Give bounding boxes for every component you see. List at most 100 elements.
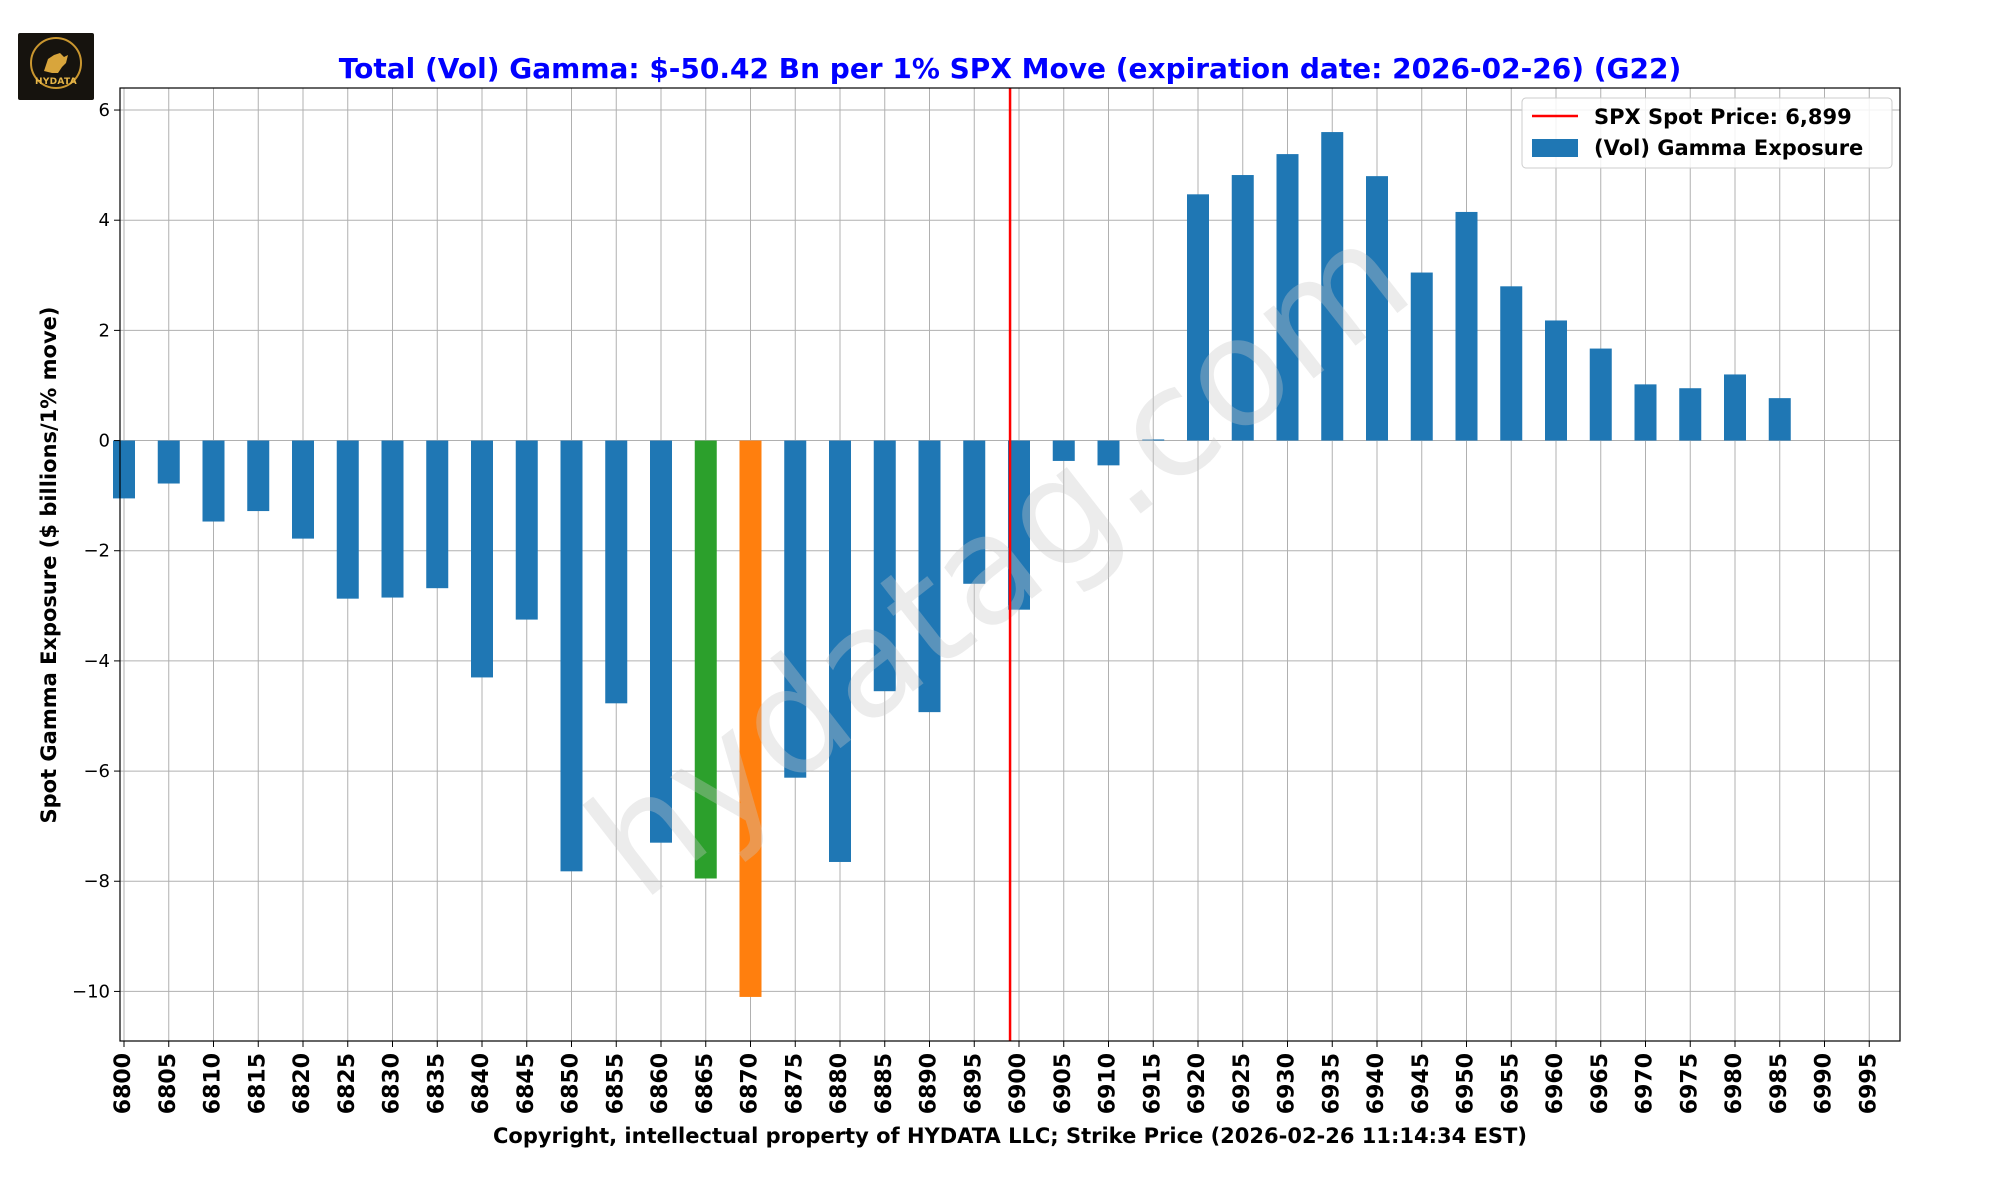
x-tick-label: 6995 xyxy=(1856,1053,1881,1114)
legend-series-label: (Vol) Gamma Exposure xyxy=(1594,136,1863,160)
x-tick-label: 6895 xyxy=(961,1053,986,1114)
bar-6845 xyxy=(515,440,538,620)
y-tick-label: −10 xyxy=(72,981,110,1002)
x-tick-label: 6800 xyxy=(111,1053,136,1114)
y-tick-label: −8 xyxy=(83,871,110,892)
x-tick-label: 6890 xyxy=(917,1053,942,1114)
y-tick-label: 6 xyxy=(99,100,110,121)
x-tick-label: 6965 xyxy=(1588,1053,1613,1114)
bar-6975 xyxy=(1679,388,1702,441)
x-tick-label: 6830 xyxy=(380,1053,405,1114)
x-tick-label: 6955 xyxy=(1498,1053,1523,1114)
y-axis-label: Spot Gamma Exposure ($ billions/1% move) xyxy=(37,307,61,824)
x-tick-label: 6905 xyxy=(1051,1053,1076,1114)
bar-6865 xyxy=(694,440,717,879)
bar-6955 xyxy=(1500,286,1523,441)
bar-6825 xyxy=(336,440,359,599)
bar-6860 xyxy=(650,440,672,843)
x-tick-label: 6915 xyxy=(1140,1053,1165,1114)
x-tick-label: 6855 xyxy=(603,1053,628,1114)
x-tick-label: 6845 xyxy=(514,1053,539,1114)
x-tick-label: 6880 xyxy=(827,1053,852,1114)
x-tick-label: 6840 xyxy=(469,1053,494,1114)
bar-6985 xyxy=(1768,398,1791,441)
hydata-logo: HYDATA xyxy=(18,33,94,100)
legend-series-swatch xyxy=(1532,139,1578,157)
bar-6920 xyxy=(1187,194,1209,441)
x-tick-label: 6930 xyxy=(1275,1053,1300,1114)
y-tick-label: 0 xyxy=(99,431,110,452)
x-tick-label: 6910 xyxy=(1096,1053,1121,1114)
x-tick-label: 6825 xyxy=(335,1053,360,1114)
x-tick-label: 6835 xyxy=(424,1053,449,1114)
y-tick-label: 2 xyxy=(99,320,110,341)
x-tick-label: 6985 xyxy=(1767,1053,1792,1114)
bar-6945 xyxy=(1410,272,1433,441)
bar-6935 xyxy=(1321,132,1344,441)
x-tick-label: 6960 xyxy=(1543,1053,1568,1114)
x-tick-label: 6940 xyxy=(1364,1053,1389,1114)
y-tick-label: −4 xyxy=(83,651,110,672)
x-tick-label: 6870 xyxy=(738,1053,763,1114)
x-axis: 6800 6805 6810 6815 6820 6825 6830 6835 6840 6845… xyxy=(111,1041,1881,1114)
x-tick-label: 6935 xyxy=(1319,1053,1344,1114)
x-tick-label: 6820 xyxy=(290,1053,315,1114)
bar-6855 xyxy=(605,440,628,704)
bar-6915 xyxy=(1142,439,1165,441)
x-tick-label: 6885 xyxy=(872,1053,897,1114)
bar-6835 xyxy=(426,440,449,589)
bar-6870 xyxy=(739,440,762,997)
bar-6840 xyxy=(471,440,493,678)
legend: SPX Spot Price: 6,899 (Vol) Gamma Exposu… xyxy=(1521,97,1893,169)
bar-6885 xyxy=(873,440,896,692)
x-tick-label: 6975 xyxy=(1677,1053,1702,1114)
bar-6930 xyxy=(1276,154,1299,441)
x-tick-label: 6875 xyxy=(782,1053,807,1114)
bar-6890 xyxy=(918,440,941,713)
watermark: hydatag.com xyxy=(557,188,1440,932)
logo-text: HYDATA xyxy=(35,77,77,87)
bar-6850 xyxy=(560,440,583,872)
bar-6805 xyxy=(157,440,180,484)
bar-6940 xyxy=(1366,176,1388,441)
y-tick-label: 4 xyxy=(99,210,110,231)
x-tick-label: 6970 xyxy=(1633,1053,1658,1114)
x-tick-label: 6865 xyxy=(693,1053,718,1114)
x-axis-label: Copyright, intellectual property of HYDA… xyxy=(493,1124,1527,1148)
x-tick-label: 6920 xyxy=(1185,1053,1210,1114)
bar-6965 xyxy=(1589,348,1612,441)
bar-6895 xyxy=(963,440,986,584)
bar-6910 xyxy=(1097,440,1120,466)
x-tick-label: 6900 xyxy=(1006,1053,1031,1114)
bar-6970 xyxy=(1634,384,1657,441)
bar-6815 xyxy=(247,440,270,512)
plot-frame xyxy=(119,87,1901,1042)
y-tick-label: −6 xyxy=(83,761,110,782)
x-tick-label: 6980 xyxy=(1722,1053,1747,1114)
legend-box xyxy=(1521,97,1893,169)
bar-6950 xyxy=(1455,211,1478,441)
x-tick-label: 6990 xyxy=(1812,1053,1837,1114)
x-tick-label: 6815 xyxy=(245,1053,270,1114)
bar-6980 xyxy=(1724,374,1746,441)
x-tick-label: 6925 xyxy=(1230,1053,1255,1114)
bar-6925 xyxy=(1231,175,1254,441)
bar-6905 xyxy=(1052,440,1075,461)
bar-6830 xyxy=(381,440,404,598)
bar-6900 xyxy=(1008,440,1030,610)
legend-spot-label: SPX Spot Price: 6,899 xyxy=(1594,105,1852,129)
x-tick-label: 6950 xyxy=(1454,1053,1479,1114)
x-tick-label: 6805 xyxy=(156,1053,181,1114)
y-tick-label: −2 xyxy=(83,541,110,562)
logo-emblem-icon xyxy=(30,37,82,89)
bars xyxy=(113,132,1791,997)
bar-6800 xyxy=(113,440,135,499)
bar-6820 xyxy=(292,440,314,539)
chart-title: Total (Vol) Gamma: $-50.42 Bn per 1% SPX… xyxy=(339,52,1682,85)
x-tick-label: 6945 xyxy=(1409,1053,1434,1114)
bar-6880 xyxy=(829,440,851,862)
bar-6960 xyxy=(1545,320,1567,441)
x-tick-label: 6860 xyxy=(648,1053,673,1114)
bar-6875 xyxy=(784,440,807,778)
